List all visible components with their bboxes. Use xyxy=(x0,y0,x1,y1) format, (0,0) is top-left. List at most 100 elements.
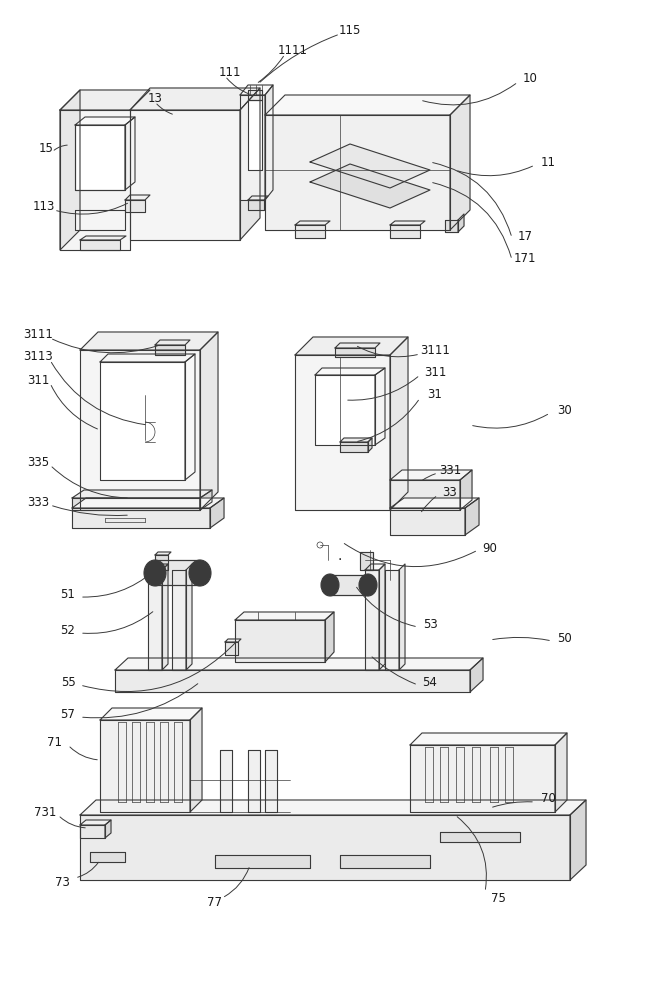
Text: 30: 30 xyxy=(557,403,572,416)
Polygon shape xyxy=(390,225,420,238)
Polygon shape xyxy=(368,438,372,452)
Polygon shape xyxy=(410,745,555,812)
Polygon shape xyxy=(375,368,385,445)
Polygon shape xyxy=(295,337,408,355)
Polygon shape xyxy=(100,708,202,720)
Polygon shape xyxy=(365,570,379,670)
Polygon shape xyxy=(360,552,373,570)
Text: 90: 90 xyxy=(482,542,497,554)
Polygon shape xyxy=(210,498,224,528)
Text: 3111: 3111 xyxy=(23,328,53,340)
Polygon shape xyxy=(410,733,567,745)
Polygon shape xyxy=(155,552,171,555)
Polygon shape xyxy=(295,355,390,510)
Polygon shape xyxy=(200,490,212,510)
Polygon shape xyxy=(340,438,372,442)
Polygon shape xyxy=(570,800,586,880)
Polygon shape xyxy=(200,332,218,510)
Polygon shape xyxy=(72,508,210,528)
Polygon shape xyxy=(295,221,330,225)
Ellipse shape xyxy=(359,574,377,596)
Polygon shape xyxy=(75,117,135,125)
Polygon shape xyxy=(248,200,264,210)
Text: 31: 31 xyxy=(427,388,442,401)
Polygon shape xyxy=(190,708,202,812)
Polygon shape xyxy=(340,855,430,868)
Text: 3113: 3113 xyxy=(23,350,53,362)
Polygon shape xyxy=(80,332,218,350)
Text: 11: 11 xyxy=(541,155,555,168)
Polygon shape xyxy=(365,564,385,570)
Text: 57: 57 xyxy=(60,708,76,720)
Polygon shape xyxy=(80,350,200,510)
Polygon shape xyxy=(335,343,380,348)
Polygon shape xyxy=(248,90,262,100)
Polygon shape xyxy=(450,95,470,230)
Text: 335: 335 xyxy=(27,456,49,468)
Polygon shape xyxy=(335,348,375,357)
Polygon shape xyxy=(115,658,483,670)
Polygon shape xyxy=(385,570,399,670)
Polygon shape xyxy=(72,490,212,498)
Polygon shape xyxy=(148,570,162,670)
Polygon shape xyxy=(130,110,240,240)
Text: 731: 731 xyxy=(34,806,56,818)
Text: 77: 77 xyxy=(208,896,222,908)
Polygon shape xyxy=(155,560,200,585)
Text: 111: 111 xyxy=(218,66,241,79)
Polygon shape xyxy=(60,90,150,110)
Polygon shape xyxy=(100,720,190,812)
Polygon shape xyxy=(379,564,385,670)
Text: 333: 333 xyxy=(27,495,49,508)
Polygon shape xyxy=(155,340,190,345)
Text: 53: 53 xyxy=(423,617,438,631)
Polygon shape xyxy=(445,220,458,232)
Polygon shape xyxy=(340,442,368,452)
Polygon shape xyxy=(235,612,334,620)
Polygon shape xyxy=(465,498,479,535)
Polygon shape xyxy=(458,214,464,232)
Text: 51: 51 xyxy=(60,587,76,600)
Text: 311: 311 xyxy=(424,365,446,378)
Text: 33: 33 xyxy=(443,486,458,498)
Polygon shape xyxy=(155,345,185,355)
Polygon shape xyxy=(390,221,425,225)
Text: 55: 55 xyxy=(60,676,75,688)
Text: 73: 73 xyxy=(54,876,70,888)
Polygon shape xyxy=(75,125,125,190)
Polygon shape xyxy=(155,555,168,570)
Polygon shape xyxy=(295,225,325,238)
Text: 13: 13 xyxy=(147,92,162,104)
Polygon shape xyxy=(80,800,586,815)
Text: 115: 115 xyxy=(339,23,361,36)
Polygon shape xyxy=(390,480,460,510)
Polygon shape xyxy=(248,196,268,200)
Ellipse shape xyxy=(189,560,211,586)
Polygon shape xyxy=(125,200,145,212)
Polygon shape xyxy=(125,195,150,200)
Polygon shape xyxy=(100,362,185,480)
Polygon shape xyxy=(399,564,405,670)
Polygon shape xyxy=(60,110,130,250)
Polygon shape xyxy=(185,354,195,480)
Text: 3111: 3111 xyxy=(420,344,450,357)
Polygon shape xyxy=(390,508,465,535)
Polygon shape xyxy=(265,95,470,115)
Text: 75: 75 xyxy=(490,892,505,904)
Polygon shape xyxy=(80,825,105,838)
Text: 17: 17 xyxy=(517,230,533,242)
Polygon shape xyxy=(80,815,570,880)
Text: 311: 311 xyxy=(27,373,49,386)
Polygon shape xyxy=(315,368,385,375)
Polygon shape xyxy=(240,88,260,240)
Text: 52: 52 xyxy=(60,624,76,637)
Text: 113: 113 xyxy=(33,200,55,213)
Polygon shape xyxy=(440,832,520,842)
Polygon shape xyxy=(130,88,260,110)
Polygon shape xyxy=(225,642,238,655)
Text: 1111: 1111 xyxy=(278,43,308,56)
Polygon shape xyxy=(240,85,273,95)
Polygon shape xyxy=(470,658,483,692)
Polygon shape xyxy=(215,855,310,868)
Polygon shape xyxy=(72,498,200,510)
